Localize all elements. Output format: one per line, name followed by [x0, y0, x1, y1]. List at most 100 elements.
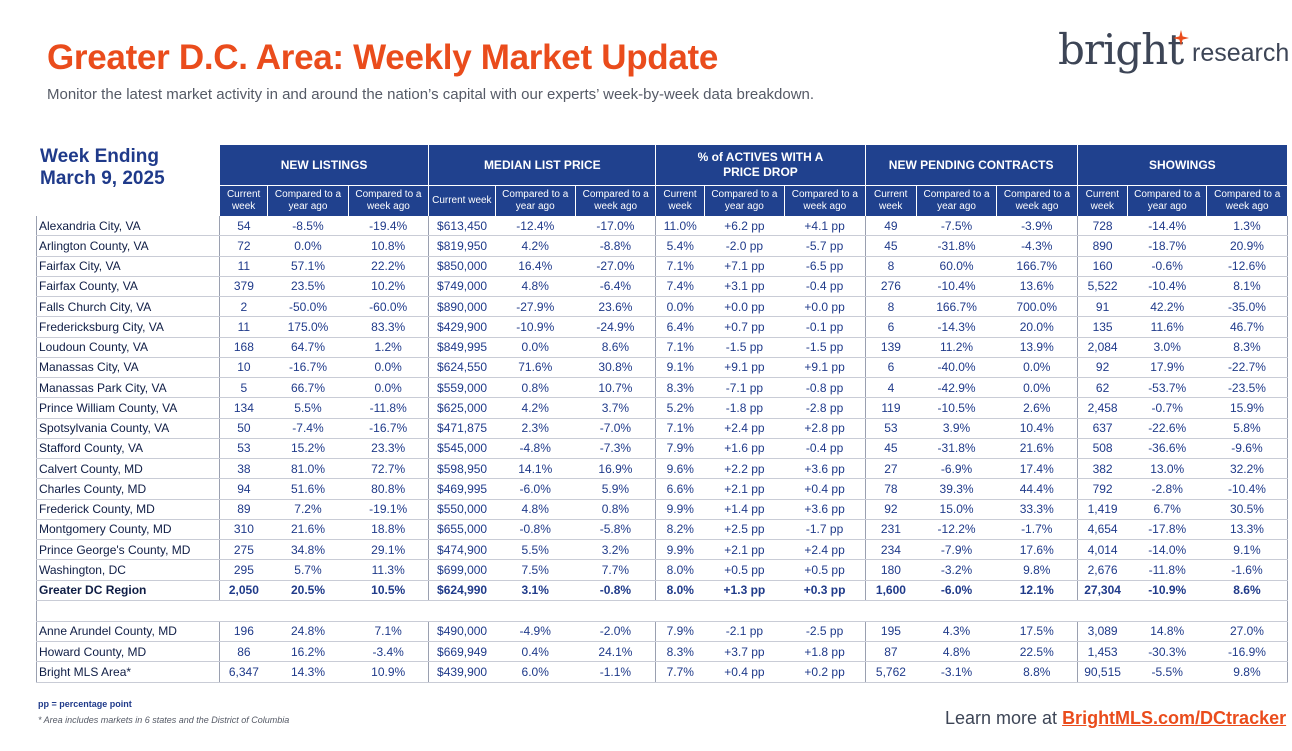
table-row: Frederick County, MD 89 7.2% -19.1% $550,000…	[36, 499, 1288, 520]
data-cell: -7.9%	[916, 539, 997, 561]
data-cell: 6.0%	[495, 661, 576, 683]
data-cell: -5.7 pp	[784, 235, 866, 257]
data-cell: 62	[1076, 377, 1128, 399]
data-cell: 5.5%	[495, 539, 576, 561]
data-cell: 22.2%	[348, 256, 429, 277]
data-cell: +0.4 pp	[784, 478, 866, 500]
page-subtitle: Monitor the latest market activity in an…	[47, 86, 815, 103]
data-cell: 11.2%	[916, 337, 997, 358]
data-cell: $471,875	[428, 418, 496, 439]
data-cell: 12.1%	[996, 580, 1078, 601]
data-cell: -27.9%	[495, 296, 576, 318]
market-name: Greater DC Region	[36, 580, 220, 601]
data-cell: -3.9%	[996, 216, 1078, 237]
table-row: Fredericksburg City, VA 11 175.0% 83.3% $429…	[36, 316, 1288, 338]
data-cell: $429,900	[428, 316, 496, 338]
data-cell: -4.9%	[495, 621, 576, 643]
data-cell: 14.1%	[495, 458, 576, 480]
data-cell: 10.8%	[348, 235, 429, 257]
data-cell: +1.3 pp	[704, 580, 785, 601]
data-cell: -27.0%	[575, 256, 656, 277]
table-row: Alexandria City, VA 54 -8.5% -19.4% $613,450…	[36, 216, 1288, 237]
data-cell: 10	[218, 357, 268, 379]
data-cell: 24.1%	[575, 641, 656, 663]
data-cell: 11.3%	[348, 559, 429, 581]
column-subheader: Current week	[218, 185, 269, 216]
data-cell: $490,000	[428, 621, 496, 643]
data-cell: -14.4%	[1127, 216, 1207, 237]
data-cell: $890,000	[428, 296, 496, 318]
data-cell: 33.3%	[996, 499, 1078, 520]
market-name: Montgomery County, MD	[36, 519, 220, 541]
data-cell: 38	[218, 458, 268, 480]
market-name: Falls Church City, VA	[36, 296, 220, 318]
column-subheader: Current week	[864, 185, 917, 216]
data-cell: -3.1%	[916, 661, 997, 683]
week-ending-line1: Week Ending	[40, 146, 159, 167]
data-cell: -8.8%	[575, 235, 656, 257]
data-cell: -10.9%	[1127, 580, 1207, 601]
data-cell: 0.0%	[348, 377, 429, 399]
data-cell: -53.7%	[1127, 377, 1207, 399]
group-header: NEW LISTINGS	[218, 145, 430, 186]
data-cell: 29.1%	[348, 539, 429, 561]
data-cell: 86	[218, 641, 268, 663]
group-header: MEDIAN LIST PRICE	[428, 145, 657, 186]
data-cell: 87	[864, 641, 917, 663]
data-cell: 8.0%	[655, 580, 705, 601]
data-cell: 9.1%	[1206, 539, 1288, 561]
data-cell: 7.4%	[655, 276, 705, 298]
spacer-row	[36, 600, 1288, 622]
data-cell: -12.6%	[1206, 256, 1288, 277]
data-cell: +3.6 pp	[784, 458, 866, 480]
data-cell: +0.5 pp	[704, 559, 785, 581]
data-cell: -1.6%	[1206, 559, 1288, 581]
data-cell: -10.9%	[495, 316, 576, 338]
data-cell: 8.2%	[655, 519, 705, 541]
data-cell: 3.2%	[575, 539, 656, 561]
data-cell: 8	[864, 256, 917, 277]
logo-suffix-text: research	[1192, 39, 1290, 67]
column-subheader: Compared to a year ago	[1126, 185, 1208, 216]
data-cell: -10.4%	[1206, 478, 1288, 500]
column-subheader: Compared to a year ago	[703, 185, 786, 216]
data-cell: 119	[864, 397, 917, 419]
market-name: Fredericksburg City, VA	[36, 316, 220, 338]
data-cell: 8.0%	[655, 559, 705, 581]
data-cell: 27	[864, 458, 917, 480]
data-cell: -4.8%	[495, 438, 576, 460]
data-cell: $469,995	[428, 478, 496, 500]
tracker-link[interactable]: BrightMLS.com/DCtracker	[1062, 708, 1287, 728]
data-cell: 2,084	[1076, 337, 1128, 358]
data-cell: 10.4%	[996, 418, 1078, 439]
data-cell: 10.2%	[348, 276, 429, 298]
table-row: Manassas Park City, VA 5 66.7% 0.0% $559,000…	[36, 377, 1288, 399]
data-cell: -11.8%	[1127, 559, 1207, 581]
data-cell: +3.1 pp	[704, 276, 785, 298]
data-cell: 0.0%	[996, 357, 1078, 379]
data-cell: 14.8%	[1127, 621, 1207, 643]
data-cell: 196	[218, 621, 268, 643]
data-cell: 10.7%	[575, 377, 656, 399]
data-cell: 180	[864, 559, 917, 581]
data-cell: -23.5%	[1206, 377, 1288, 399]
data-cell: 166.7%	[916, 296, 997, 318]
data-cell: 6.6%	[655, 478, 705, 500]
data-cell: 11.6%	[1127, 316, 1207, 338]
data-cell: 21.6%	[267, 519, 349, 541]
data-cell: -1.5 pp	[704, 337, 785, 358]
data-cell: 8.3%	[1206, 337, 1288, 358]
spacer-cell	[36, 600, 1288, 622]
data-cell: -17.8%	[1127, 519, 1207, 541]
data-cell: 20.0%	[996, 316, 1078, 338]
data-cell: 7.9%	[655, 621, 705, 643]
market-name: Fairfax County, VA	[36, 276, 220, 298]
data-cell: 18.8%	[348, 519, 429, 541]
data-cell: 92	[864, 499, 917, 520]
data-cell: 4.3%	[916, 621, 997, 643]
data-cell: $849,995	[428, 337, 496, 358]
data-cell: 195	[864, 621, 917, 643]
data-cell: 53	[218, 438, 268, 460]
data-cell: 8.8%	[996, 661, 1078, 683]
data-cell: 34.8%	[267, 539, 349, 561]
